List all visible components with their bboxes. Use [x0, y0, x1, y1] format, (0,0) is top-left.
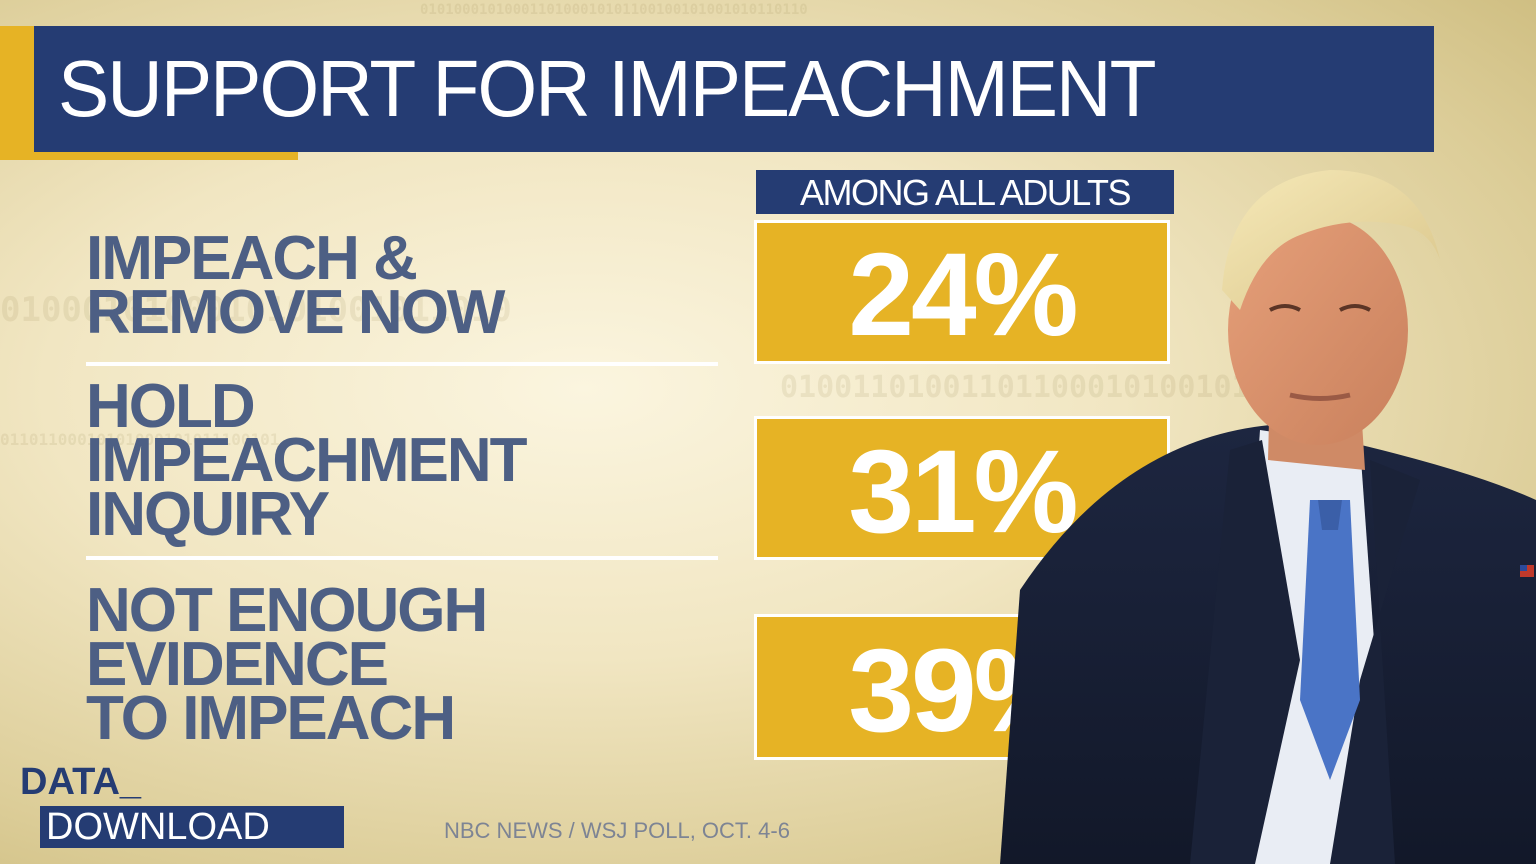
row-divider	[86, 362, 718, 366]
binary-pattern-4: 0101000101000110100010101100100101001010…	[420, 2, 808, 18]
category-label-line: INQUIRY	[86, 480, 330, 549]
category-label-impeach-remove: IMPEACH & REMOVE NOW	[86, 224, 505, 347]
portrait-photo	[1000, 170, 1536, 864]
category-label-line: NOT ENOUGH	[86, 576, 488, 645]
brand-logo-data: DATA_	[20, 761, 142, 803]
category-label-line: EVIDENCE	[86, 630, 389, 699]
row-divider	[86, 556, 718, 560]
binary-pattern-3: 01001101001101100010100101001	[780, 370, 1304, 405]
category-label-line: REMOVE NOW	[86, 278, 505, 347]
source-note: NBC NEWS / WSJ POLL, OCT. 4-6	[444, 818, 790, 843]
binary-pattern-2: 01101100010101000101011100101	[0, 430, 280, 449]
category-label-hold-inquiry: HOLD IMPEACHMENT INQUIRY	[86, 372, 528, 549]
binary-pattern-1: 0100010100010101001011010	[0, 290, 512, 330]
category-label-line: IMPEACHMENT	[86, 426, 528, 495]
category-label-line: HOLD	[86, 372, 256, 441]
chart-subtitle: AMONG ALL ADULTS	[756, 170, 1174, 214]
category-label-line: IMPEACH &	[86, 224, 418, 293]
category-label-not-enough-evidence: NOT ENOUGH EVIDENCE TO IMPEACH	[86, 576, 488, 753]
value-box-impeach-remove: 24%	[754, 220, 1170, 364]
chart-title: SUPPORT FOR IMPEACHMENT	[58, 44, 1157, 133]
brand-logo-download: DOWNLOAD	[40, 806, 344, 848]
category-label-line: TO IMPEACH	[86, 684, 456, 753]
title-bar	[34, 26, 1434, 152]
